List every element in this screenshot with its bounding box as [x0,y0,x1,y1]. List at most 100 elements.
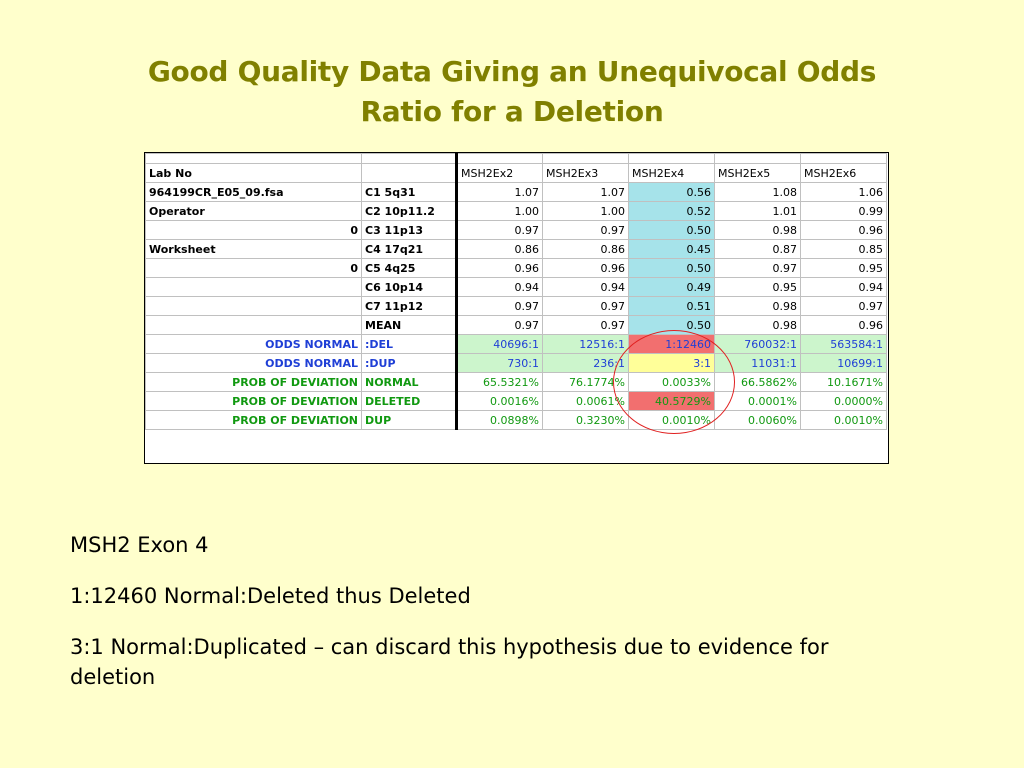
row-label: PROB OF DEVIATION [145,391,362,411]
probe-label: C2 10p11.2 [361,201,457,221]
value-cell: 0.0016% [455,391,543,411]
value-cell: 0.0010% [628,410,715,430]
value-cell: 0.87 [714,239,801,259]
row-label: PROB OF DEVIATION [145,372,362,392]
value-cell: 0.97 [455,315,543,335]
row-label [145,296,362,316]
row-label [145,277,362,297]
table-row: PROB OF DEVIATION DUP 0.0898% 0.3230% 0.0010… [145,410,887,430]
value-cell: 0.95 [714,277,801,297]
value-cell: 0.96 [542,258,629,278]
value-cell: 0.56 [628,182,715,202]
value-cell: 0.0010% [800,410,887,430]
column-header: MSH2Ex6 [800,163,887,183]
value-cell: 0.0898% [455,410,543,430]
value-cell: 0.3230% [542,410,629,430]
value-cell: 65.5321% [455,372,543,392]
value-cell: 0.0061% [542,391,629,411]
value-cell: 0.86 [542,239,629,259]
value-cell: 236:1 [542,353,629,373]
value-cell: 0.98 [714,315,801,335]
probe-label: DELETED [361,391,457,411]
slide-title-line-2: Ratio for a Deletion [360,95,664,128]
value-cell: 0.85 [800,239,887,259]
blank-cell [361,153,457,164]
probe-label [361,163,457,183]
value-cell: 1:12460 [628,334,715,354]
value-cell: 1.06 [800,182,887,202]
table-row: C6 10p14 0.94 0.94 0.49 0.95 0.94 [145,277,887,297]
row-label: ODDS NORMAL [145,334,362,354]
probe-label: :DEL [361,334,457,354]
value-cell: 0.0000% [800,391,887,411]
note-exon: MSH2 Exon 4 [70,533,209,557]
column-header: MSH2Ex2 [455,163,543,183]
value-cell: 0.0060% [714,410,801,430]
probe-label: C6 10p14 [361,277,457,297]
table-row: 0 C5 4q25 0.96 0.96 0.50 0.97 0.95 [145,258,887,278]
value-cell: 0.98 [714,220,801,240]
table-row: ODDS NORMAL:DUP 730:1 236:1 3:1 11031:1 10699… [145,353,887,373]
value-cell: 1.07 [455,182,543,202]
value-cell: 1.00 [455,201,543,221]
row-label: 0 [145,258,362,278]
probe-label: NORMAL [361,372,457,392]
table-row: C7 11p12 0.97 0.97 0.51 0.98 0.97 [145,296,887,316]
value-cell: 0.45 [628,239,715,259]
value-cell: 76.1774% [542,372,629,392]
value-cell: 0.96 [455,258,543,278]
value-cell: 0.97 [455,296,543,316]
value-cell: 0.97 [455,220,543,240]
row-label: Lab No [145,163,362,183]
probe-label: MEAN [361,315,457,335]
blank-cell [145,153,362,164]
row-label: PROB OF DEVIATION [145,410,362,430]
value-cell: 12516:1 [542,334,629,354]
table-row: 0 C3 11p13 0.97 0.97 0.50 0.98 0.96 [145,220,887,240]
table-row: Worksheet C4 17q21 0.86 0.86 0.45 0.87 0.85 [145,239,887,259]
value-cell: 760032:1 [714,334,801,354]
value-cell: 0.97 [542,220,629,240]
value-cell: 66.5862% [714,372,801,392]
slide-title-line-1: Good Quality Data Giving an Unequivocal … [147,55,877,88]
value-cell: 0.99 [800,201,887,221]
odds-ratio-table: Lab No MSH2Ex2 MSH2Ex3 MSH2Ex4 MSH2Ex5 MSH2Ex… [145,153,887,430]
value-cell: 730:1 [455,353,543,373]
slide-title: Good Quality Data Giving an Unequivocal … [0,52,1024,132]
value-cell: 563584:1 [800,334,887,354]
value-cell: 0.50 [628,315,715,335]
value-cell: 0.94 [800,277,887,297]
blank-cell [800,153,887,164]
value-cell: 0.95 [800,258,887,278]
value-cell: 10699:1 [800,353,887,373]
value-cell: 0.98 [714,296,801,316]
row-label: Worksheet [145,239,362,259]
value-cell: 11031:1 [714,353,801,373]
probe-label: C7 11p12 [361,296,457,316]
value-cell: 40696:1 [455,334,543,354]
probe-label: C5 4q25 [361,258,457,278]
value-cell: 0.94 [542,277,629,297]
row-label [145,315,362,335]
value-cell: 0.49 [628,277,715,297]
blank-cell [628,153,715,164]
value-cell: 40.5729% [628,391,715,411]
value-cell: 0.97 [800,296,887,316]
value-cell: 0.52 [628,201,715,221]
value-cell: 0.86 [455,239,543,259]
note-deletion-odds: 1:12460 Normal:Deleted thus Deleted [70,584,471,608]
sheet-blank-row [145,153,887,164]
table-row: 964199CR_E05_09.fsa C1 5q31 1.07 1.07 0.56 1.… [145,182,887,202]
value-cell: 3:1 [628,353,715,373]
value-cell: 0.96 [800,220,887,240]
blank-cell [455,153,543,164]
probe-label: C3 11p13 [361,220,457,240]
table-row: PROB OF DEVIATION NORMAL 65.5321% 76.1774% 0… [145,372,887,392]
value-cell: 0.50 [628,258,715,278]
probe-label: :DUP [361,353,457,373]
value-cell: 0.50 [628,220,715,240]
probe-label: DUP [361,410,457,430]
table-row: Lab No MSH2Ex2 MSH2Ex3 MSH2Ex4 MSH2Ex5 MSH2Ex… [145,163,887,183]
spreadsheet-screenshot: Lab No MSH2Ex2 MSH2Ex3 MSH2Ex4 MSH2Ex5 MSH2Ex… [144,152,889,464]
table-row: MEAN 0.97 0.97 0.50 0.98 0.96 [145,315,887,335]
